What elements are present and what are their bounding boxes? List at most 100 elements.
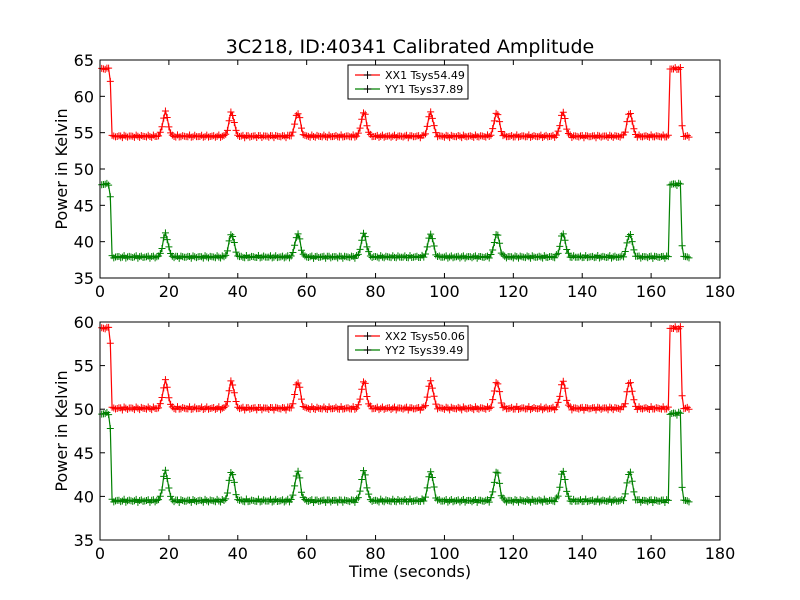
top-series-1-point [630,246,638,254]
top-series-1-point [418,251,426,259]
top-series-0-point [430,122,438,130]
bottom-series-0-point [344,404,352,412]
bottom-series-0-point [628,387,636,395]
top-series-1-point [161,229,169,237]
top-series-0-point [163,114,171,122]
top-series-1-point [422,250,429,258]
bottom-legend-marker-1: + [362,343,372,357]
top-series-1-point [620,253,628,261]
bottom-series-1-point [394,495,402,503]
top-series-0-point [554,127,562,135]
bottom-series-0-point [587,405,595,413]
top-series-1-point [115,252,123,260]
bottom-series-0-point [180,404,188,412]
top-series-0-point [411,133,419,141]
bottom-series-0-point [296,383,304,391]
top-series-1-point [556,242,564,250]
top-series-1-point [360,229,367,237]
top-legend-label-1: YY1 Tsys37.89 [384,83,463,96]
bottom-series-0-point [683,403,691,411]
top-series-0-point [453,133,460,141]
bottom-series-1-point [664,496,672,504]
top-series-0-point [466,132,474,140]
bottom-series-1-point [125,496,133,504]
top-legend: + XX1 Tsys54.49 + YY1 Tsys37.89 [347,64,469,100]
bottom-series-1-point [449,498,457,506]
bottom-ytick-label: 45 [74,444,94,463]
top-series-0-point [205,133,212,141]
top-series-1-point [294,230,302,238]
bottom-series-1-point [489,488,497,496]
top-xtick-label: 40 [228,282,248,301]
bottom-series-0-point [614,404,622,412]
bottom-series-0-point [113,405,121,413]
top-series-0-point [289,128,297,136]
x-axis-label: Time (seconds) [348,562,471,581]
top-series-1-point [583,254,591,262]
top-series-1-point [137,252,145,260]
bottom-series-0-point [163,383,171,391]
bottom-series-0-point [626,379,634,387]
top-series-1-point [618,252,626,260]
bottom-series-1-point [630,488,638,496]
top-series-1-point [637,254,645,262]
top-series-1-point [413,252,421,260]
top-series-1-point [528,252,536,260]
bottom-xtick-label: 40 [228,544,248,563]
top-ytick-label: 60 [74,87,94,106]
bottom-series-1-point [163,475,171,483]
bottom-series-1-point [225,476,233,484]
bottom-series-1-point [425,473,433,481]
top-series-0-point [137,132,145,140]
bottom-series-0-point [566,403,574,411]
top-series-0-point [427,108,435,116]
bottom-series-1-point [366,496,374,504]
top-series-1-point [361,233,369,241]
bottom-series-0-point [630,396,638,404]
bottom-series-1-point [563,487,571,495]
top-series-0-point [158,123,166,131]
top-series-1-point [160,234,168,242]
bottom-series-1-point [618,495,626,503]
top-series-1-point [122,254,130,262]
top-series-0-point [678,122,686,130]
bottom-series-1-point [296,474,304,482]
top-series-1-point [449,254,457,262]
bottom-series-1-point [351,498,359,506]
bottom-series-0-point [272,403,280,411]
bottom-series-1-point [218,495,226,503]
top-xtick-label: 0 [95,282,105,301]
bottom-series-0-point [485,405,493,413]
top-ticks: 0 20 40 60 80 100 120 140 160 180 35 40 45 50 55 60 65 [74,51,736,301]
top-series-1-point [189,252,197,260]
top-series-0-point [558,111,566,119]
top-series-0-point [463,133,471,141]
top-xtick-label: 100 [429,282,460,301]
top-series-1-point [158,245,166,252]
bottom-series-0-point [299,403,307,411]
bottom-series-1-point [289,491,297,499]
top-series-1-point [153,253,161,261]
bottom-series-0-point [420,403,428,411]
bottom-series-1-point [298,488,305,496]
top-ytick-label: 40 [74,233,94,252]
top-series-1-point [101,180,109,188]
top-series-line-1 [101,182,690,260]
top-series-0-point [487,131,495,139]
top-series-0-point [246,133,254,141]
top-xtick-label: 120 [498,282,529,301]
top-series-1-point [685,254,693,262]
bottom-series-1-point [594,495,602,503]
bottom-series-0-point [191,403,199,411]
top-series-1-point [382,252,390,260]
top-series-1-point [353,251,361,259]
top-series-0-point [113,132,121,140]
top-series-0-point [358,115,366,123]
bottom-series-0-point [478,404,486,412]
top-series-1-point [468,254,476,262]
top-series-1-point [427,230,435,238]
bottom-series-0-point [210,404,218,412]
bottom-legend-box [347,325,469,361]
bottom-series-1-point [137,496,145,504]
bottom-series-0-point [156,400,164,408]
